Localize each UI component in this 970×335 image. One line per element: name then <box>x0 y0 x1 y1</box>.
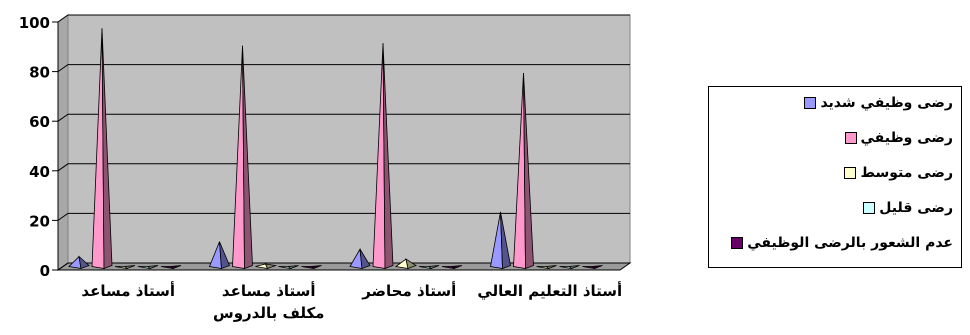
chart-walls <box>56 14 632 271</box>
cone-3-3 <box>395 258 417 270</box>
cone-2-2 <box>232 45 253 270</box>
cone-4-1 <box>490 211 511 270</box>
legend-item: رضى وظيفي <box>844 128 953 148</box>
x-tick-label: أستاذ مساعد مكلف بالدروس <box>213 281 324 322</box>
y-tick-label: 60 <box>29 113 50 131</box>
gridline <box>57 163 630 172</box>
legend-swatch <box>863 202 876 214</box>
cone-3-1 <box>349 247 371 270</box>
y-tick-labels: 0 20 40 60 80 100 <box>19 14 50 280</box>
legend-swatch <box>844 132 857 144</box>
legend-swatch <box>731 237 744 249</box>
legend-label: رضى قليل <box>879 200 953 216</box>
cone-3-4 <box>418 265 440 270</box>
gridline <box>57 113 630 122</box>
cone-1-5 <box>160 265 182 270</box>
x-tick-label: أستاذ التعليم العالي <box>477 281 622 300</box>
cone-2-3 <box>255 263 278 270</box>
legend: رضى وظيفي شديد رضى وظيفي رضى متوسط رضى قليل… <box>708 86 962 268</box>
cone-2-1 <box>208 241 231 270</box>
cone-4-5 <box>582 265 603 270</box>
y-tick-label: 100 <box>19 14 50 32</box>
gridline <box>57 262 630 271</box>
legend-label: رضى وظيفي <box>860 130 953 146</box>
legend-swatch <box>804 97 817 109</box>
side-wall <box>57 14 69 271</box>
cone-4-3 <box>536 265 557 270</box>
legend-item: رضى قليل <box>863 198 953 218</box>
cone-4-4 <box>559 265 580 270</box>
y-tick-label: 80 <box>29 64 50 82</box>
x-tick-label: أستاذ مساعد <box>81 281 175 300</box>
legend-item: رضى متوسط <box>844 163 953 183</box>
cone-2-4 <box>278 265 299 270</box>
gridline <box>57 14 630 23</box>
legend-item: رضى وظيفي شديد <box>804 93 953 113</box>
gridline <box>57 212 630 221</box>
y-tick-label: 40 <box>29 163 50 181</box>
legend-label: رضى متوسط <box>860 165 953 181</box>
cone-1-3 <box>114 265 136 270</box>
chart-marks <box>68 28 603 270</box>
cone-2-5 <box>301 265 322 270</box>
gridline <box>57 64 630 73</box>
cone-3-5 <box>441 265 463 270</box>
y-tick-label: 0 <box>40 262 50 280</box>
cone-1-4 <box>137 265 159 270</box>
y-tick-label: 20 <box>29 212 50 230</box>
legend-label: رضى وظيفي شديد <box>820 95 953 111</box>
cone-3-2 <box>372 43 394 270</box>
legend-label: عدم الشعور بالرضى الوظيفي <box>747 235 953 251</box>
x-tick-labels: أستاذ مساعد أستاذ مساعد مكلف بالدروس أستاذ … <box>81 281 622 322</box>
back-wall <box>67 14 631 264</box>
gridlines <box>52 14 630 271</box>
cone-1-2 <box>91 28 113 270</box>
cone-1-1 <box>68 255 90 270</box>
x-tick-label: أستاذ محاضر <box>361 281 456 300</box>
legend-swatch <box>844 167 857 179</box>
cone-4-2 <box>513 73 534 270</box>
legend-item: عدم الشعور بالرضى الوظيفي <box>731 233 953 253</box>
